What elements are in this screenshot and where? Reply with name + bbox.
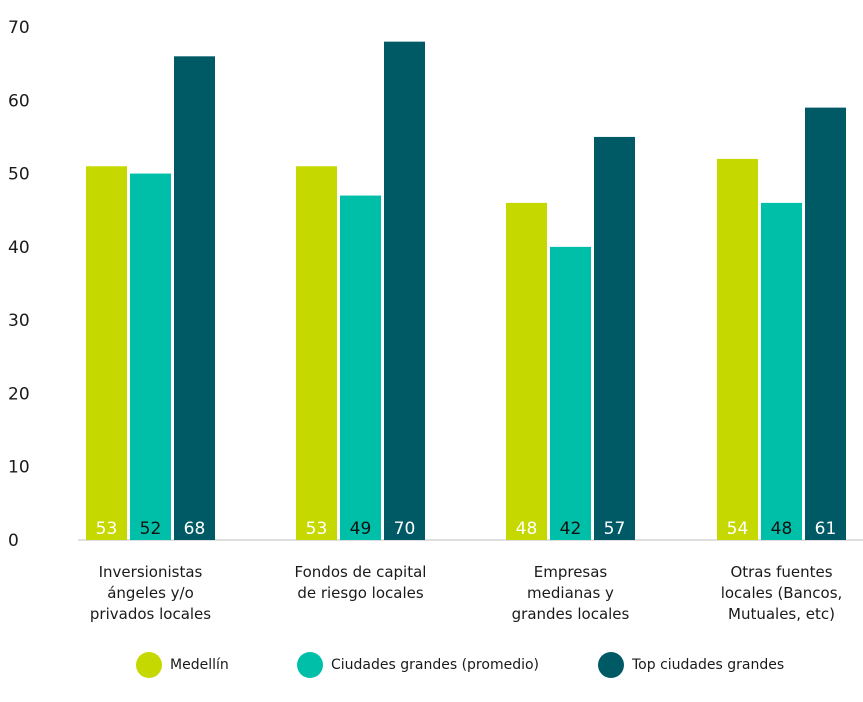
bar (174, 56, 215, 541)
x-category-label: privados locales (90, 605, 211, 623)
bar-data-label: 70 (394, 519, 416, 539)
bar-data-label: 48 (516, 519, 538, 539)
legend-item-top-ciudades: Top ciudades grandes (598, 650, 784, 680)
bar-data-label: 48 (771, 519, 793, 539)
bar (506, 202, 547, 540)
legend-swatch-ciudades-grandes (297, 652, 323, 678)
legend-swatch-top-ciudades (598, 652, 624, 678)
legend-label-top-ciudades: Top ciudades grandes (632, 657, 785, 673)
bars: 53 53 48 54 52 49 42 48 68 70 57 61 (86, 41, 846, 541)
bar (805, 107, 846, 540)
y-tick-label: 10 (8, 458, 30, 478)
legend-item-medellin: Medellín (136, 650, 229, 680)
x-category-label: grandes locales (512, 605, 630, 623)
bar-chart: 0 10 20 30 40 50 60 70 53 53 48 54 52 49 42 48 68 70 57 61… (8, 18, 863, 623)
x-category-label: de riesgo locales (297, 584, 424, 602)
legend-label-medellin: Medellín (170, 657, 229, 673)
x-category-label: Empresas (534, 563, 608, 581)
x-category-label: ángeles y/o (107, 584, 194, 602)
bar (384, 41, 425, 541)
x-category-label: Mutuales, etc) (728, 605, 835, 623)
bar-data-label: 42 (560, 519, 582, 539)
bar (296, 166, 337, 540)
bar-data-label: 54 (727, 519, 749, 539)
bar-data-label: 49 (350, 519, 372, 539)
x-category-label: Fondos de capital (295, 563, 427, 581)
x-category-label: medianas y (527, 584, 614, 602)
y-tick-label: 60 (8, 91, 30, 111)
legend: Medellín Ciudades grandes (promedio) Top… (0, 650, 863, 680)
bar-data-label: 53 (306, 519, 328, 539)
x-category-label: Inversionistas (99, 563, 203, 581)
y-tick-label: 40 (8, 238, 30, 258)
legend-swatch-medellin (136, 652, 162, 678)
bar-data-label: 57 (604, 519, 626, 539)
y-tick-label: 70 (8, 18, 30, 38)
legend-label-ciudades-grandes: Ciudades grandes (promedio) (331, 657, 540, 673)
bar-data-label: 53 (96, 519, 118, 539)
bar (130, 173, 171, 541)
y-tick-label: 50 (8, 165, 30, 185)
y-tick-label: 20 (8, 384, 30, 404)
bar (340, 195, 381, 541)
x-category-label: locales (Bancos, (721, 584, 843, 602)
x-axis-categories: Inversionistas ángeles y/o privados locale… (90, 563, 842, 623)
y-axis: 0 10 20 30 40 50 60 70 (8, 18, 30, 551)
bar (761, 202, 802, 540)
bar-data-label: 52 (140, 519, 162, 539)
y-tick-label: 0 (8, 531, 19, 551)
x-category-label: Otras fuentes (730, 563, 832, 581)
bar (550, 246, 591, 540)
legend-item-ciudades-grandes: Ciudades grandes (promedio) (297, 650, 539, 680)
bar-data-label: 61 (815, 519, 837, 539)
bar (594, 136, 635, 540)
y-tick-label: 30 (8, 311, 30, 331)
bar-data-label: 68 (184, 519, 206, 539)
bar (86, 166, 127, 540)
bar (717, 158, 758, 540)
